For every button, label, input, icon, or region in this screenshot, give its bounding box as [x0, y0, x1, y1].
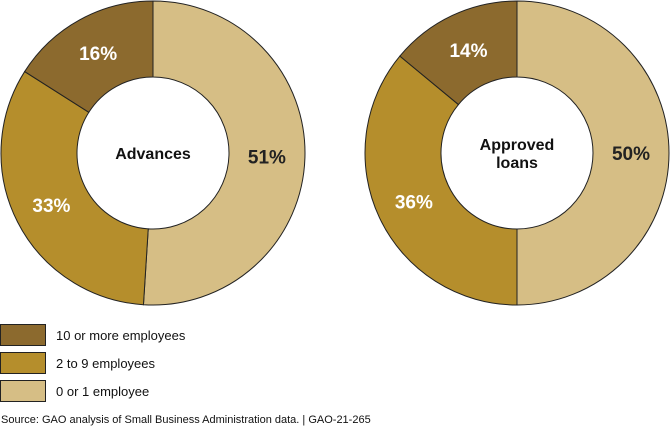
slice-label-advances-0-or-1-employee: 51% — [248, 148, 286, 169]
legend-item-10-or-more: 10 or more employees — [0, 322, 185, 348]
legend-swatch-2-to-9 — [0, 352, 46, 374]
slice-label-approved-loans-10-or-more-employees: 14% — [449, 41, 487, 62]
slice-advances-0-or-1-employee — [142, 0, 306, 306]
center-label-advances: Advances — [115, 146, 191, 163]
legend-label-10-or-more: 10 or more employees — [56, 327, 186, 343]
legend-swatch-10-or-more — [0, 324, 46, 346]
slice-approved-loans-10-or-more-employees — [399, 0, 518, 106]
slice-label-advances-10-or-more-employees: 16% — [79, 44, 117, 65]
legend: 10 or more employees 2 to 9 employees 0 … — [0, 322, 185, 406]
legend-label-0-or-1: 0 or 1 employee — [56, 383, 150, 399]
slice-label-approved-loans-0-or-1-employee: 50% — [612, 144, 650, 165]
legend-label-2-to-9: 2 to 9 employees — [56, 355, 156, 371]
legend-item-2-to-9: 2 to 9 employees — [0, 350, 185, 376]
slice-approved-loans-2-to-9-employees — [364, 55, 518, 306]
donut-charts: 51% 33% 16% Advances 50% 36% 14% Approved loans — [0, 0, 670, 306]
center-label-approved-loans: Approved loans — [480, 137, 555, 172]
source-note: Source: GAO analysis of Small Business A… — [1, 414, 371, 426]
slice-label-approved-loans-2-to-9-employees: 36% — [395, 193, 433, 214]
slice-advances-10-or-more-employees — [23, 0, 154, 113]
slice-advances-2-to-9-employees — [0, 70, 149, 306]
slice-approved-loans-0-or-1-employee — [516, 0, 670, 306]
legend-item-0-or-1: 0 or 1 employee — [0, 378, 185, 404]
legend-swatch-0-or-1 — [0, 380, 46, 402]
slice-label-advances-2-to-9-employees: 33% — [32, 196, 70, 217]
